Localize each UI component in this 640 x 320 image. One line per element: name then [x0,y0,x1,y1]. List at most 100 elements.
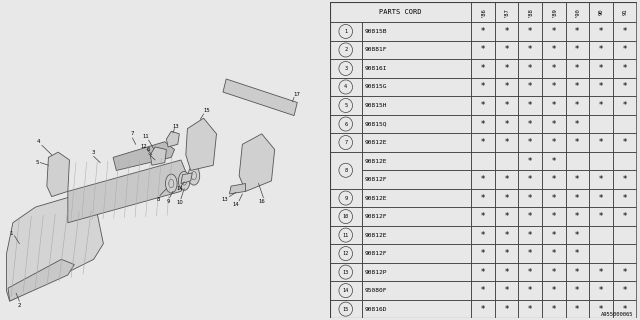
Text: *: * [623,27,627,36]
Bar [518,244,542,263]
Bar [613,133,637,152]
Text: *: * [504,101,509,110]
Bar [330,263,362,281]
Text: 8: 8 [157,197,160,202]
Text: 90812P: 90812P [365,270,387,275]
Text: 6: 6 [147,147,150,152]
Bar [542,41,566,59]
Text: '88: '88 [527,7,532,17]
Bar [471,300,495,318]
Text: *: * [528,83,532,92]
Bar [471,152,495,170]
Bar [518,152,542,170]
Text: *: * [504,83,509,92]
Bar [471,244,495,263]
Bar [542,96,566,115]
Text: *: * [504,249,509,258]
Bar [566,2,589,22]
Text: *: * [599,138,603,147]
Text: *: * [481,194,485,203]
Text: *: * [575,119,579,129]
Text: *: * [575,231,579,240]
Text: *: * [504,231,509,240]
Text: 95080F: 95080F [365,288,387,293]
Bar [613,207,637,226]
Text: *: * [552,119,556,129]
Bar [518,78,542,96]
Bar [589,96,613,115]
Text: 14: 14 [342,288,349,293]
Text: 90812F: 90812F [365,251,387,256]
Bar [589,189,613,207]
Text: *: * [575,45,579,54]
Text: *: * [599,101,603,110]
Text: *: * [504,45,509,54]
Text: *: * [528,138,532,147]
Bar [471,263,495,281]
Bar [518,133,542,152]
Bar [542,59,566,78]
Text: 1: 1 [10,231,13,236]
Bar [495,152,518,170]
Bar [471,115,495,133]
Text: *: * [623,286,627,295]
Polygon shape [150,147,166,165]
Bar [330,41,362,59]
Bar [362,78,471,96]
Text: *: * [623,212,627,221]
Bar [330,300,362,318]
Bar [495,59,518,78]
Text: *: * [504,64,509,73]
Text: 14: 14 [176,186,182,191]
Bar [471,96,495,115]
Bar [589,263,613,281]
Text: *: * [481,286,485,295]
Text: *: * [552,64,556,73]
Bar [542,244,566,263]
Text: *: * [528,305,532,314]
Bar [495,2,518,22]
Bar [495,226,518,244]
Bar [330,226,362,244]
Circle shape [188,166,200,185]
Bar [613,22,637,41]
Bar [613,115,637,133]
Bar [362,189,471,207]
Text: *: * [504,138,509,147]
Bar [330,152,362,189]
Text: *: * [528,175,532,184]
Bar [495,78,518,96]
Text: 5: 5 [344,103,348,108]
Bar [471,207,495,226]
Text: *: * [528,286,532,295]
Bar [471,22,495,41]
Bar [362,133,471,152]
Bar [495,263,518,281]
Text: *: * [552,156,556,165]
Text: 90812E: 90812E [365,158,387,164]
Bar [566,41,589,59]
Text: 90812F: 90812F [365,177,387,182]
Bar [330,133,362,152]
Text: 3: 3 [92,150,95,155]
Bar [330,59,362,78]
Bar [362,244,471,263]
Text: 13: 13 [173,124,179,129]
Text: *: * [599,64,603,73]
Bar [542,189,566,207]
Text: 12: 12 [342,251,349,256]
Text: *: * [575,286,579,295]
Bar [566,207,589,226]
Bar [471,78,495,96]
Bar [542,152,566,170]
Bar [589,115,613,133]
Bar [589,170,613,189]
Bar [330,207,362,226]
Text: *: * [528,64,532,73]
Bar [566,115,589,133]
Text: *: * [504,212,509,221]
Bar [542,300,566,318]
Text: 11: 11 [142,134,148,139]
Bar [542,115,566,133]
Bar [518,281,542,300]
